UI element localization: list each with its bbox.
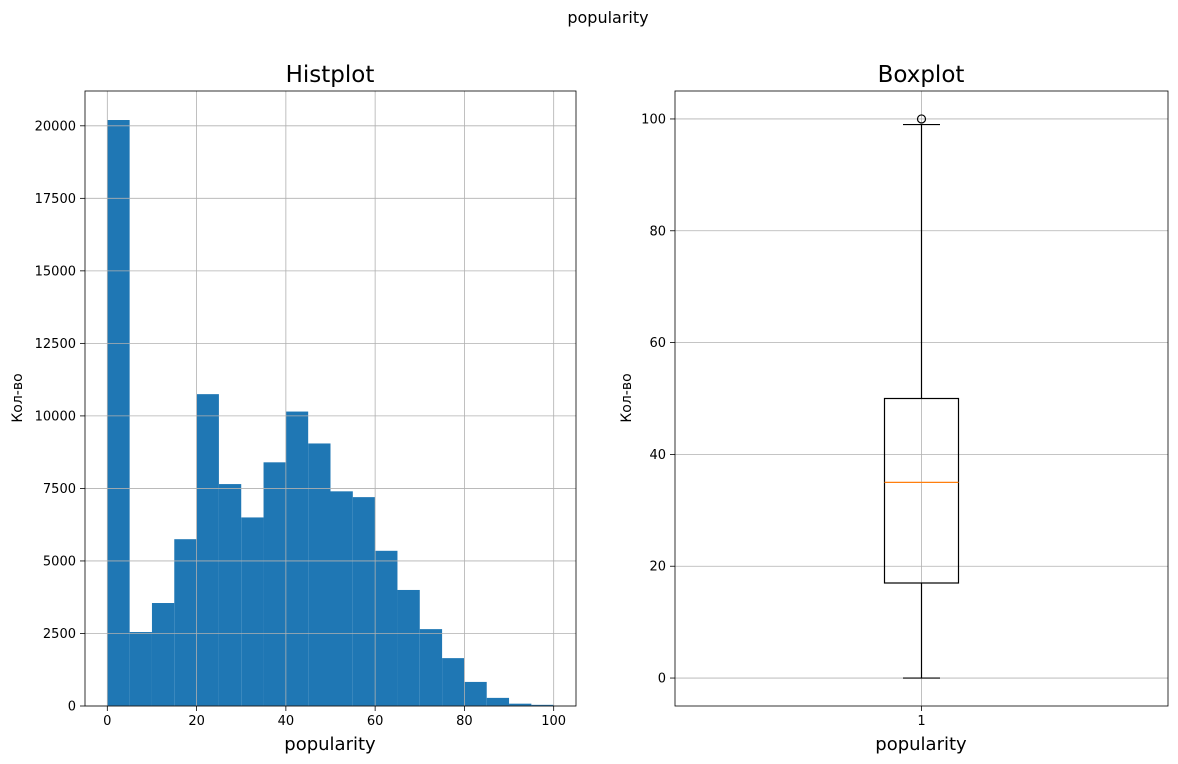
figure-suptitle: popularity: [567, 8, 648, 27]
histogram-bar: [486, 697, 510, 706]
histogram-bar: [419, 629, 443, 706]
histogram-bar: [107, 120, 130, 706]
x-tick-label: 20: [188, 714, 205, 729]
histogram-bar: [196, 394, 219, 706]
y-tick-label: 7500: [43, 482, 76, 497]
y-tick-label: 2500: [43, 627, 76, 642]
histplot-y-ticks: 0 2500 5000 7500 10000 12500 15000 17500 20000: [35, 119, 85, 715]
outlier-point: [916, 114, 927, 124]
x-tick-label: 60: [367, 714, 384, 729]
histplot-panel: 0 20 40 60 80 100 0 2500 5000 7500 10000 12500 1500…: [10, 62, 577, 755]
histogram-bar: [442, 658, 465, 706]
boxplot-xlabel: popularity: [875, 734, 967, 755]
y-tick-label: 40: [649, 448, 666, 463]
y-tick-label: 0: [68, 700, 76, 715]
histplot-xlabel: popularity: [284, 734, 376, 755]
x-tick-label: 100: [541, 714, 566, 729]
histplot-title: Histplot: [286, 62, 375, 88]
x-tick-label: 0: [103, 714, 111, 729]
histogram-bar: [218, 484, 242, 706]
histogram-bar: [397, 589, 420, 706]
boxplot-title: Boxplot: [878, 62, 965, 88]
x-tick-label: 80: [456, 714, 473, 729]
histplot-ylabel: Кол-во: [10, 373, 26, 422]
x-tick-label: 40: [278, 714, 295, 729]
histogram-bar: [531, 704, 554, 706]
histogram-bar: [375, 550, 398, 706]
y-tick-label: 17500: [35, 192, 76, 207]
histogram-bar: [263, 462, 286, 706]
histogram-bar: [330, 491, 353, 706]
histogram-bar: [129, 632, 152, 706]
histplot-x-ticks: 0 20 40 60 80 100: [103, 706, 566, 729]
y-tick-label: 20000: [35, 119, 76, 134]
boxplot-y-ticks: 0 20 40 60 80 100: [641, 112, 675, 687]
x-tick-label: 1: [917, 714, 925, 729]
y-tick-label: 12500: [35, 337, 76, 352]
iqr-box: [883, 397, 960, 584]
y-tick-label: 0: [658, 672, 666, 687]
histogram-bar: [151, 603, 175, 706]
y-tick-label: 80: [649, 224, 666, 239]
boxplot-x-ticks: 1: [917, 706, 926, 729]
histogram-bar: [308, 443, 331, 706]
histogram-bar: [352, 497, 376, 706]
y-tick-label: 20: [649, 560, 666, 575]
y-tick-label: 60: [649, 336, 666, 351]
histogram-bar: [174, 539, 197, 706]
boxplot-ylabel: Кол-во: [619, 373, 635, 422]
histogram-bar: [285, 411, 309, 706]
histplot-axes-frame: [84, 90, 577, 707]
y-tick-label: 15000: [35, 264, 76, 279]
histogram-bar: [509, 703, 532, 706]
boxplot-marks: [883, 114, 960, 679]
histogram-bar: [241, 517, 264, 706]
histplot-bars: [85, 91, 576, 707]
y-tick-label: 5000: [43, 554, 76, 569]
histogram-bar: [464, 681, 487, 706]
y-tick-label: 100: [641, 112, 666, 127]
y-tick-label: 10000: [35, 409, 76, 424]
boxplot-panel: 1 0 20 40 60 80 100 Boxplot popularity Кол-во: [619, 62, 1169, 755]
